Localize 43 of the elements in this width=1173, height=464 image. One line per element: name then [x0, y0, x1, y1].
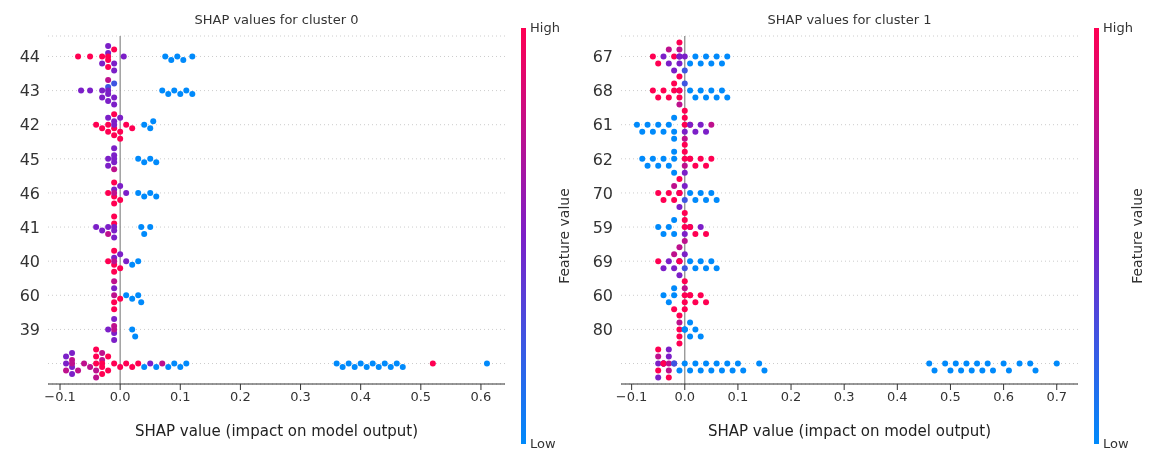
y-tick-label: 69: [592, 251, 613, 271]
y-tick-label: 40: [19, 251, 40, 271]
colorbar: High Low Feature value: [1088, 20, 1154, 456]
x-tick-label: 0.6: [993, 389, 1014, 405]
y-tick-label: 68: [592, 81, 613, 101]
x-tick-label: 0.5: [410, 389, 432, 405]
x-tick-label: 0.4: [886, 389, 908, 405]
y-tick-label: 67: [592, 47, 613, 67]
y-tick-label: 46: [19, 183, 40, 203]
color-bar-title: Feature value: [1129, 188, 1145, 284]
x-tick-label: −0.1: [615, 389, 648, 405]
x-tick-label: 0.3: [290, 389, 311, 405]
x-tick-label: 0.1: [727, 389, 749, 405]
y-tick-label: 45: [19, 149, 40, 169]
y-tick-label: 39: [19, 320, 40, 340]
x-tick-label: 0.2: [780, 389, 802, 405]
y-tick-label: 62: [592, 149, 613, 169]
y-tick-label: 43: [19, 81, 40, 101]
x-tick-label: 0.5: [940, 389, 961, 405]
x-tick-label: 0.2: [230, 389, 251, 405]
x-axis-title: SHAP value (impact on model output): [706, 422, 993, 440]
y-tick-label: 60: [19, 285, 40, 305]
colorbar: High Low Feature value: [515, 20, 581, 456]
y-tick-label: 44: [19, 47, 40, 67]
y-tick-label: 80: [592, 320, 613, 340]
x-tick-label: 0.0: [109, 389, 131, 405]
x-tick-label: 0.7: [1046, 389, 1068, 405]
y-tick-label: 61: [592, 115, 613, 135]
y-tick-label: 59: [592, 217, 613, 237]
y-tick-label: 60: [592, 285, 613, 305]
x-tick-label: 0.1: [169, 389, 191, 405]
x-tick-label: −0.1: [44, 389, 76, 405]
x-tick-label: 0.0: [674, 389, 696, 405]
x-tick-label: 0.6: [470, 389, 492, 405]
x-tick-label: 0.4: [350, 389, 372, 405]
x-tick-label: 0.3: [833, 389, 855, 405]
chart-title: SHAP values for cluster 1: [766, 12, 933, 27]
x-axis-title: SHAP value (impact on model output): [133, 422, 420, 440]
y-tick-label: 41: [19, 217, 40, 237]
color-bar-title: Feature value: [556, 188, 572, 284]
y-tick-label: 70: [592, 183, 613, 203]
chart-title: SHAP values for cluster 0: [193, 12, 360, 27]
y-tick-label: 42: [19, 115, 40, 135]
